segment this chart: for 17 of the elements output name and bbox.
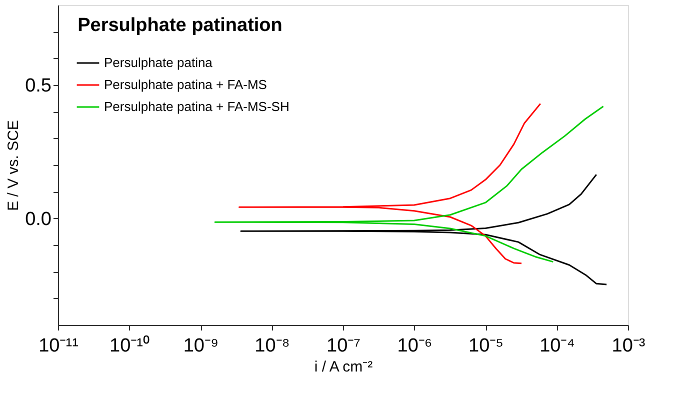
y-tick-label: 0.0 [25, 208, 52, 230]
x-tick-label: 10⁻¹¹ [38, 336, 78, 356]
x-tick-label: 10⁻⁸ [254, 336, 290, 356]
x-tick-label: 10⁻⁵ [468, 336, 504, 356]
x-tick-label: 10⁻⁷ [326, 336, 361, 356]
text: Persulphate patination [78, 15, 282, 36]
y-tick-label: 0.5 [25, 76, 52, 96]
legend-label: Persulphate patina + FA-MS-SH [104, 99, 290, 114]
x-axis-title: i / A cm⁻² [314, 358, 373, 376]
legend-label: Persulphate patina + FA-MS [104, 77, 268, 92]
y-axis-title: E / V vs. SCE [5, 120, 22, 211]
x-tick-label: 10⁻¹⁰ [110, 334, 150, 356]
x-tick-label: 10⁻⁹ [183, 336, 219, 356]
x-tick-label: 10⁻⁴ [540, 336, 575, 356]
x-tick-label: 10⁻⁶ [397, 336, 432, 356]
x-tick-label: 10⁻³ [612, 336, 646, 356]
legend-label: Persulphate patina [104, 55, 214, 70]
